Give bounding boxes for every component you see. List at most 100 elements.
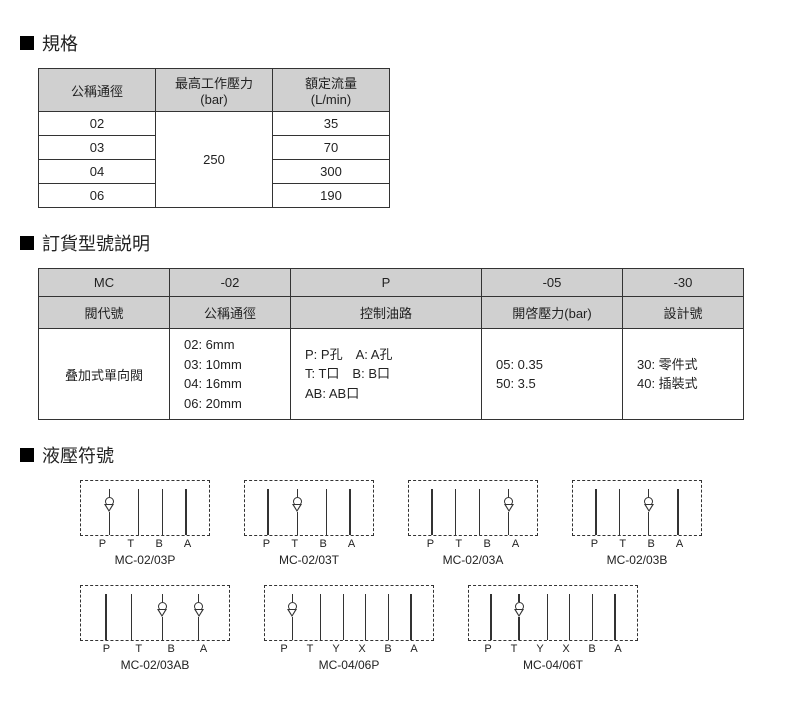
- spec-cell: 04: [39, 160, 156, 184]
- symbol-block: PTBAMC-02/03B: [572, 480, 702, 567]
- port-line: [595, 489, 596, 535]
- port-line: [490, 594, 491, 640]
- port-label: B: [645, 538, 657, 550]
- port-label: A: [182, 538, 194, 550]
- port-line: [105, 594, 106, 640]
- port-label: T: [304, 643, 316, 655]
- port-line: [267, 489, 268, 535]
- symbol-block: PTYXBAMC-04/06P: [264, 585, 434, 672]
- spec-cell: 03: [39, 136, 156, 160]
- order-sub-header: 設計號: [623, 297, 744, 329]
- port-label: A: [346, 538, 358, 550]
- spec-cell: 02: [39, 112, 156, 136]
- symbol-content: [245, 489, 373, 535]
- port-label: Y: [534, 643, 546, 655]
- port-labels: PTYXBA: [468, 643, 638, 655]
- port-label: P: [424, 538, 436, 550]
- port-label: A: [674, 538, 686, 550]
- port-line: [343, 594, 344, 640]
- order-sub-header: 閥代號: [39, 297, 170, 329]
- symbol-box: [80, 585, 230, 641]
- port-label: T: [508, 643, 520, 655]
- check-valve-icon: [156, 594, 168, 640]
- section-title-symbol: 液壓符號: [20, 442, 780, 468]
- symbol-content: [469, 594, 637, 640]
- check-valve-icon: [286, 594, 298, 640]
- order-sub-header: 控制油路: [291, 297, 482, 329]
- order-top-header: -02: [170, 269, 291, 297]
- port-label: B: [586, 643, 598, 655]
- symbol-box: [244, 480, 374, 536]
- port-labels: PTBA: [80, 643, 230, 655]
- port-line: [326, 489, 327, 535]
- port-label: T: [453, 538, 465, 550]
- port-line: [410, 594, 411, 640]
- port-line: [614, 594, 615, 640]
- order-top-header: -05: [482, 269, 623, 297]
- section-title-spec: 規格: [20, 30, 780, 56]
- port-label: B: [153, 538, 165, 550]
- port-labels: PTYXBA: [264, 643, 434, 655]
- port-labels: PTBA: [80, 538, 210, 550]
- port-label: Y: [330, 643, 342, 655]
- port-label: P: [278, 643, 290, 655]
- table-row: 叠加式單向閥 02: 6mm 03: 10mm 04: 16mm 06: 20m…: [39, 329, 744, 420]
- symbol-content: [573, 489, 701, 535]
- port-label: P: [96, 538, 108, 550]
- port-line: [388, 594, 389, 640]
- port-line: [138, 489, 139, 535]
- spec-cell: 300: [273, 160, 390, 184]
- port-label: T: [125, 538, 137, 550]
- symbol-caption: MC-02/03B: [607, 553, 668, 567]
- port-line: [455, 489, 456, 535]
- port-label: B: [317, 538, 329, 550]
- port-line: [131, 594, 132, 640]
- spec-cell: 70: [273, 136, 390, 160]
- port-line: [365, 594, 366, 640]
- symbol-box: [408, 480, 538, 536]
- symbol-box: [468, 585, 638, 641]
- port-line: [592, 594, 593, 640]
- port-labels: PTBA: [244, 538, 374, 550]
- port-line: [619, 489, 620, 535]
- port-label: T: [289, 538, 301, 550]
- symbol-caption: MC-04/06P: [319, 658, 380, 672]
- port-label: T: [133, 643, 145, 655]
- order-cell-diameter: 02: 6mm 03: 10mm 04: 16mm 06: 20mm: [170, 329, 291, 420]
- symbol-caption: MC-02/03A: [443, 553, 504, 567]
- symbol-content: [265, 594, 433, 640]
- port-line: [431, 489, 432, 535]
- port-line: [320, 594, 321, 640]
- symbol-box: [572, 480, 702, 536]
- check-valve-icon: [193, 594, 205, 640]
- symbols-container: PTBAMC-02/03PPTBAMC-02/03TPTBAMC-02/03AP…: [80, 480, 780, 672]
- order-top-header: -30: [623, 269, 744, 297]
- symbol-row: PTBAMC-02/03PPTBAMC-02/03TPTBAMC-02/03AP…: [80, 480, 780, 567]
- port-label: A: [408, 643, 420, 655]
- port-labels: PTBA: [408, 538, 538, 550]
- order-cell-design: 30: 零件式 40: 插裝式: [623, 329, 744, 420]
- symbol-content: [409, 489, 537, 535]
- port-label: X: [560, 643, 572, 655]
- port-labels: PTBA: [572, 538, 702, 550]
- order-cell-pressure: 05: 0.35 50: 3.5: [482, 329, 623, 420]
- symbol-content: [81, 594, 229, 640]
- symbol-block: PTBAMC-02/03A: [408, 480, 538, 567]
- order-top-header: P: [291, 269, 482, 297]
- symbol-row: PTBAMC-02/03ABPTYXBAMC-04/06PPTYXBAMC-04…: [80, 585, 780, 672]
- order-sub-header: 開啓壓力(bar): [482, 297, 623, 329]
- check-valve-icon: [291, 489, 303, 535]
- table-header-row: 公稱通徑 最高工作壓力 (bar) 額定流量 (L/min): [39, 69, 390, 112]
- port-label: T: [617, 538, 629, 550]
- port-line: [162, 489, 163, 535]
- port-line: [569, 594, 570, 640]
- check-valve-icon: [503, 489, 515, 535]
- symbol-block: PTBAMC-02/03AB: [80, 585, 230, 672]
- check-valve-icon: [643, 489, 655, 535]
- order-sub-header: 公稱通徑: [170, 297, 291, 329]
- port-label: B: [165, 643, 177, 655]
- order-cell-valve: 叠加式單向閥: [39, 329, 170, 420]
- symbol-block: PTBAMC-02/03T: [244, 480, 374, 567]
- port-line: [185, 489, 186, 535]
- port-line: [479, 489, 480, 535]
